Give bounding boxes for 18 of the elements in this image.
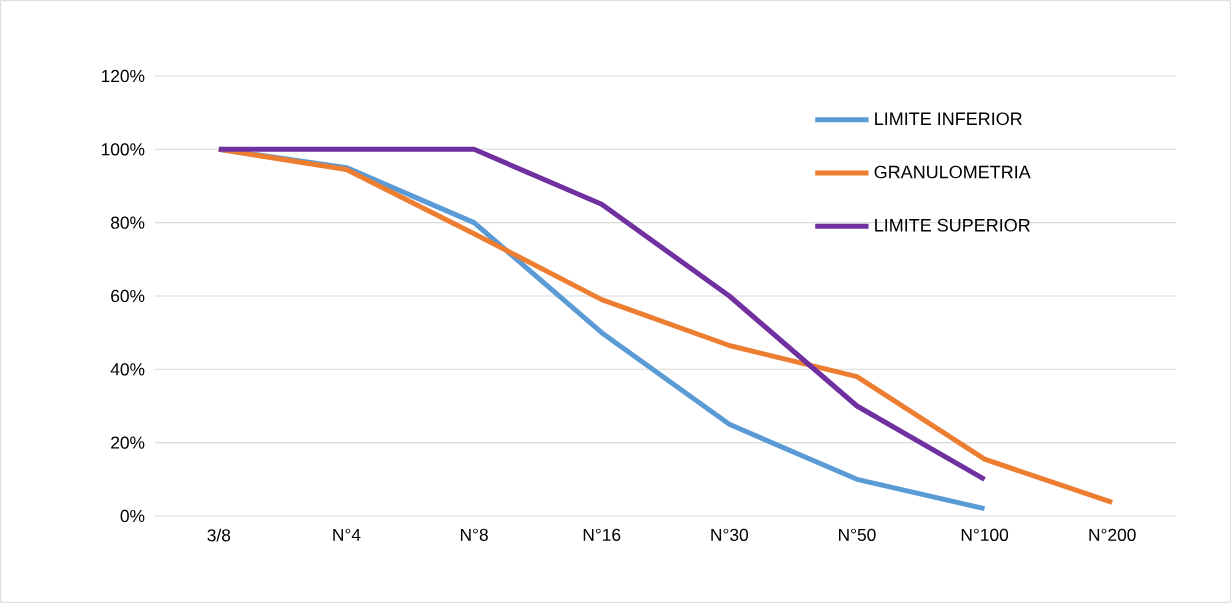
y-tick-label: 80% bbox=[111, 216, 145, 229]
x-tick-label: N°16 bbox=[583, 528, 621, 541]
y-tick-label: 60% bbox=[111, 289, 145, 303]
legend-label: GRANULOMETRIA bbox=[874, 165, 1031, 179]
x-tick-label: N°8 bbox=[460, 528, 488, 541]
legend-label: LIMITE INFERIOR bbox=[875, 112, 1022, 126]
x-tick-label: N°50 bbox=[839, 528, 876, 541]
x-tick-label: N°4 bbox=[333, 528, 361, 541]
y-tick-label: 40% bbox=[110, 363, 145, 376]
y-tick-label: 20% bbox=[111, 436, 145, 449]
y-tick-label: 120% bbox=[101, 69, 145, 83]
y-tick-label: 100% bbox=[101, 143, 145, 156]
x-tick-label: N°100 bbox=[961, 528, 1009, 541]
x-tick-label: N°200 bbox=[1089, 528, 1136, 541]
y-tick-label: 0% bbox=[120, 509, 145, 523]
legend-label: LIMITE SUPERIOR bbox=[875, 218, 1030, 232]
x-tick-label: N°30 bbox=[711, 528, 749, 541]
x-tick-label: 3/8 bbox=[207, 528, 231, 542]
